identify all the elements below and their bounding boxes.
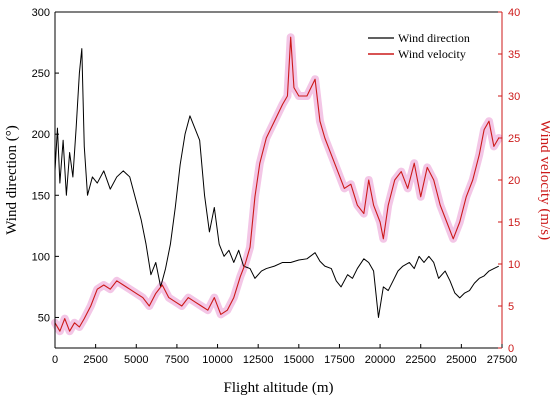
right-y-tick-label: 25	[508, 133, 520, 145]
series-line-wind-direction	[54, 48, 499, 318]
velocity-band-path	[51, 33, 503, 336]
x-tick-label: 22500	[405, 354, 436, 366]
right-y-tick-label: 20	[508, 175, 520, 187]
left-y-axis-title: Wind direction (°)	[4, 125, 20, 235]
left-y-tick-label: 100	[32, 251, 50, 263]
legend-label-wind-direction: Wind direction	[398, 31, 470, 45]
x-tick-label: 15000	[284, 354, 315, 366]
x-tick-label: 20000	[365, 354, 396, 366]
x-axis-title: Flight altitude (m)	[224, 380, 334, 396]
axes-layer: 0 2500 5000 7500 10000 12500 15000 17500 20000 22…	[32, 7, 521, 366]
legend: Wind direction Wind velocity	[368, 31, 470, 61]
right-y-tick-label: 5	[508, 301, 514, 313]
right-y-tick-label: 10	[508, 259, 520, 271]
left-y-tick-label: 50	[38, 312, 50, 324]
right-y-tick-label: 35	[508, 49, 520, 61]
x-tick-label: 17500	[324, 354, 355, 366]
right-y-tick-label: 40	[508, 7, 520, 19]
x-tick-label: 0	[52, 354, 58, 366]
x-tick-label: 12500	[243, 354, 274, 366]
x-tick-label: 2500	[83, 354, 107, 366]
x-tick-label: 7500	[165, 354, 189, 366]
left-y-tick-label: 200	[32, 129, 50, 141]
series-line-wind-velocity	[54, 36, 500, 332]
left-y-tick-label: 150	[32, 190, 50, 202]
right-y-tick-label: 30	[508, 91, 520, 103]
right-y-tick-label: 0	[508, 343, 514, 355]
legend-label-wind-velocity: Wind velocity	[398, 47, 466, 61]
right-y-axis-title: Wind velocity (m/s)	[537, 120, 550, 240]
x-tick-label: 10000	[202, 354, 233, 366]
x-tick-label: 5000	[124, 354, 148, 366]
x-tick-label: 25000	[446, 354, 477, 366]
right-y-tick-label: 15	[508, 217, 520, 229]
left-y-tick-label: 300	[32, 7, 50, 19]
x-tick-label: 27500	[487, 354, 518, 366]
series-layer	[54, 36, 500, 332]
velocity-highlight-band	[51, 33, 503, 336]
left-y-tick-label: 250	[32, 68, 50, 80]
